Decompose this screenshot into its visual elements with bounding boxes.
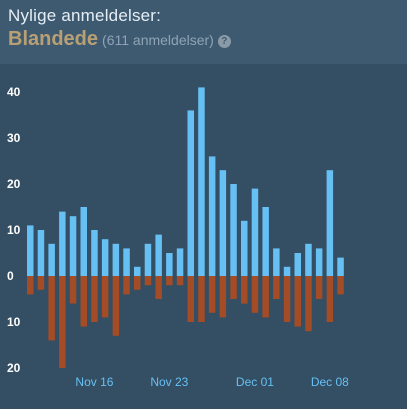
negative-bar[interactable] <box>219 276 227 318</box>
negative-bar[interactable] <box>294 276 302 327</box>
negative-bar[interactable] <box>59 276 66 368</box>
x-tick-label: Nov 23 <box>150 375 188 389</box>
positive-bar[interactable] <box>305 243 312 276</box>
negative-bar[interactable] <box>123 276 130 295</box>
negative-bar[interactable] <box>305 276 312 332</box>
positive-bar[interactable] <box>241 220 248 276</box>
negative-bar[interactable] <box>176 276 184 286</box>
x-tick-label: Dec 01 <box>236 375 274 389</box>
positive-bar[interactable] <box>80 207 88 276</box>
positive-bar[interactable] <box>219 170 227 276</box>
reviews-header: Nylige anmeldelser: Blandede (611 anmeld… <box>0 0 407 62</box>
negative-bar[interactable] <box>230 276 237 299</box>
positive-bar[interactable] <box>198 87 205 277</box>
review-count: (611 anmeldelser) <box>102 32 214 48</box>
positive-bar[interactable] <box>230 184 237 276</box>
y-tick-label: 10 <box>7 223 21 237</box>
negative-bar[interactable] <box>112 276 120 336</box>
positive-bar[interactable] <box>112 243 120 276</box>
positive-bar[interactable] <box>176 248 184 276</box>
positive-bar[interactable] <box>69 216 77 276</box>
negative-bar[interactable] <box>187 276 195 322</box>
x-tick-label: Nov 16 <box>75 375 113 389</box>
negative-bar[interactable] <box>101 276 109 318</box>
positive-bar[interactable] <box>91 230 98 276</box>
positive-bar[interactable] <box>273 248 280 276</box>
negative-bar[interactable] <box>241 276 248 304</box>
positive-bar[interactable] <box>48 243 55 276</box>
negative-bar[interactable] <box>27 276 34 295</box>
review-histogram: 40 30 20 10 0 10 20 Nov 16 Nov 23 Dec 01 Dec 08 <box>0 64 407 409</box>
y-tick-label: 40 <box>7 85 21 99</box>
histogram-svg: 40 30 20 10 0 10 20 Nov 16 Nov 23 Dec 01 Dec 08 <box>7 85 349 389</box>
negative-bar[interactable] <box>315 276 323 299</box>
positive-bar[interactable] <box>187 110 195 277</box>
negative-bar[interactable] <box>337 276 344 295</box>
negative-bar[interactable] <box>48 276 55 341</box>
help-icon[interactable]: ? <box>217 35 231 48</box>
y-tick-label: 20 <box>7 177 21 191</box>
positive-bar[interactable] <box>251 188 259 276</box>
negative-bar[interactable] <box>134 276 141 290</box>
negative-bar[interactable] <box>144 276 152 286</box>
y-tick-label: 10 <box>7 315 21 329</box>
positive-bar[interactable] <box>326 170 334 276</box>
positive-bar[interactable] <box>27 225 34 276</box>
negative-bar[interactable] <box>198 276 205 322</box>
y-tick-label: 20 <box>7 361 21 375</box>
negative-bar[interactable] <box>283 276 291 322</box>
negative-bar[interactable] <box>155 276 162 299</box>
positive-bar[interactable] <box>315 248 323 276</box>
positive-bar[interactable] <box>59 211 66 276</box>
review-summary[interactable]: Blandede <box>8 28 99 50</box>
y-tick-label: 0 <box>7 269 14 283</box>
positive-bar[interactable] <box>101 239 109 276</box>
negative-bar[interactable] <box>91 276 98 322</box>
reviews-title: Nylige anmeldelser: <box>8 6 162 25</box>
positive-bar[interactable] <box>144 243 152 276</box>
positive-bar[interactable] <box>283 266 291 276</box>
review-summary-line: Blandede (611 anmeldelser) ? <box>8 28 231 51</box>
negative-bar[interactable] <box>262 276 269 318</box>
positive-bar[interactable] <box>166 253 173 276</box>
positive-bar[interactable] <box>134 266 141 276</box>
negative-bar[interactable] <box>69 276 77 304</box>
positive-bar[interactable] <box>262 207 269 276</box>
x-tick-label: Dec 08 <box>311 375 349 389</box>
positive-bar[interactable] <box>208 156 216 276</box>
positive-bar[interactable] <box>337 257 344 276</box>
positive-bar[interactable] <box>294 253 302 276</box>
positive-bar[interactable] <box>37 230 45 276</box>
positive-bar[interactable] <box>155 234 162 276</box>
negative-bar[interactable] <box>166 276 173 286</box>
y-tick-label: 30 <box>7 131 21 145</box>
negative-bar[interactable] <box>326 276 334 322</box>
negative-bar[interactable] <box>251 276 259 313</box>
negative-bar[interactable] <box>208 276 216 313</box>
negative-bar[interactable] <box>80 276 88 327</box>
negative-bar[interactable] <box>273 276 280 299</box>
negative-bar[interactable] <box>37 276 45 290</box>
positive-bar[interactable] <box>123 248 130 276</box>
